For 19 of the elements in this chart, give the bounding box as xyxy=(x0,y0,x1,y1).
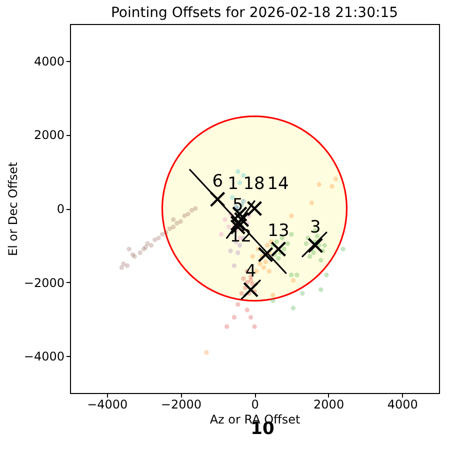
chart-title: Pointing Offsets for 2026-02-18 21:30:15 xyxy=(110,5,398,21)
y-tick-label: −2000 xyxy=(24,276,64,290)
x-tick-label: −2000 xyxy=(160,398,202,412)
x-tick-label: 0 xyxy=(251,398,259,412)
x-tick-label: 4000 xyxy=(387,398,418,412)
annotation: 14 xyxy=(267,174,289,194)
annotation: 1 xyxy=(228,174,238,194)
x-tick-label: −4000 xyxy=(87,398,128,412)
y-tick-label: 0 xyxy=(56,202,64,216)
y-tick-label: −4000 xyxy=(24,350,64,364)
y-tick-label: 2000 xyxy=(34,128,64,142)
annotation: 13 xyxy=(268,221,290,242)
y-axis-title: El or Dec Offset xyxy=(6,162,20,256)
annotation: 4 xyxy=(245,262,256,282)
annotation: 6 xyxy=(212,171,224,192)
annotation: 18 xyxy=(243,174,265,194)
y-tick-label: 4000 xyxy=(34,54,64,68)
x-tick-label: 2000 xyxy=(314,398,344,412)
annotation: 3 xyxy=(310,217,321,238)
